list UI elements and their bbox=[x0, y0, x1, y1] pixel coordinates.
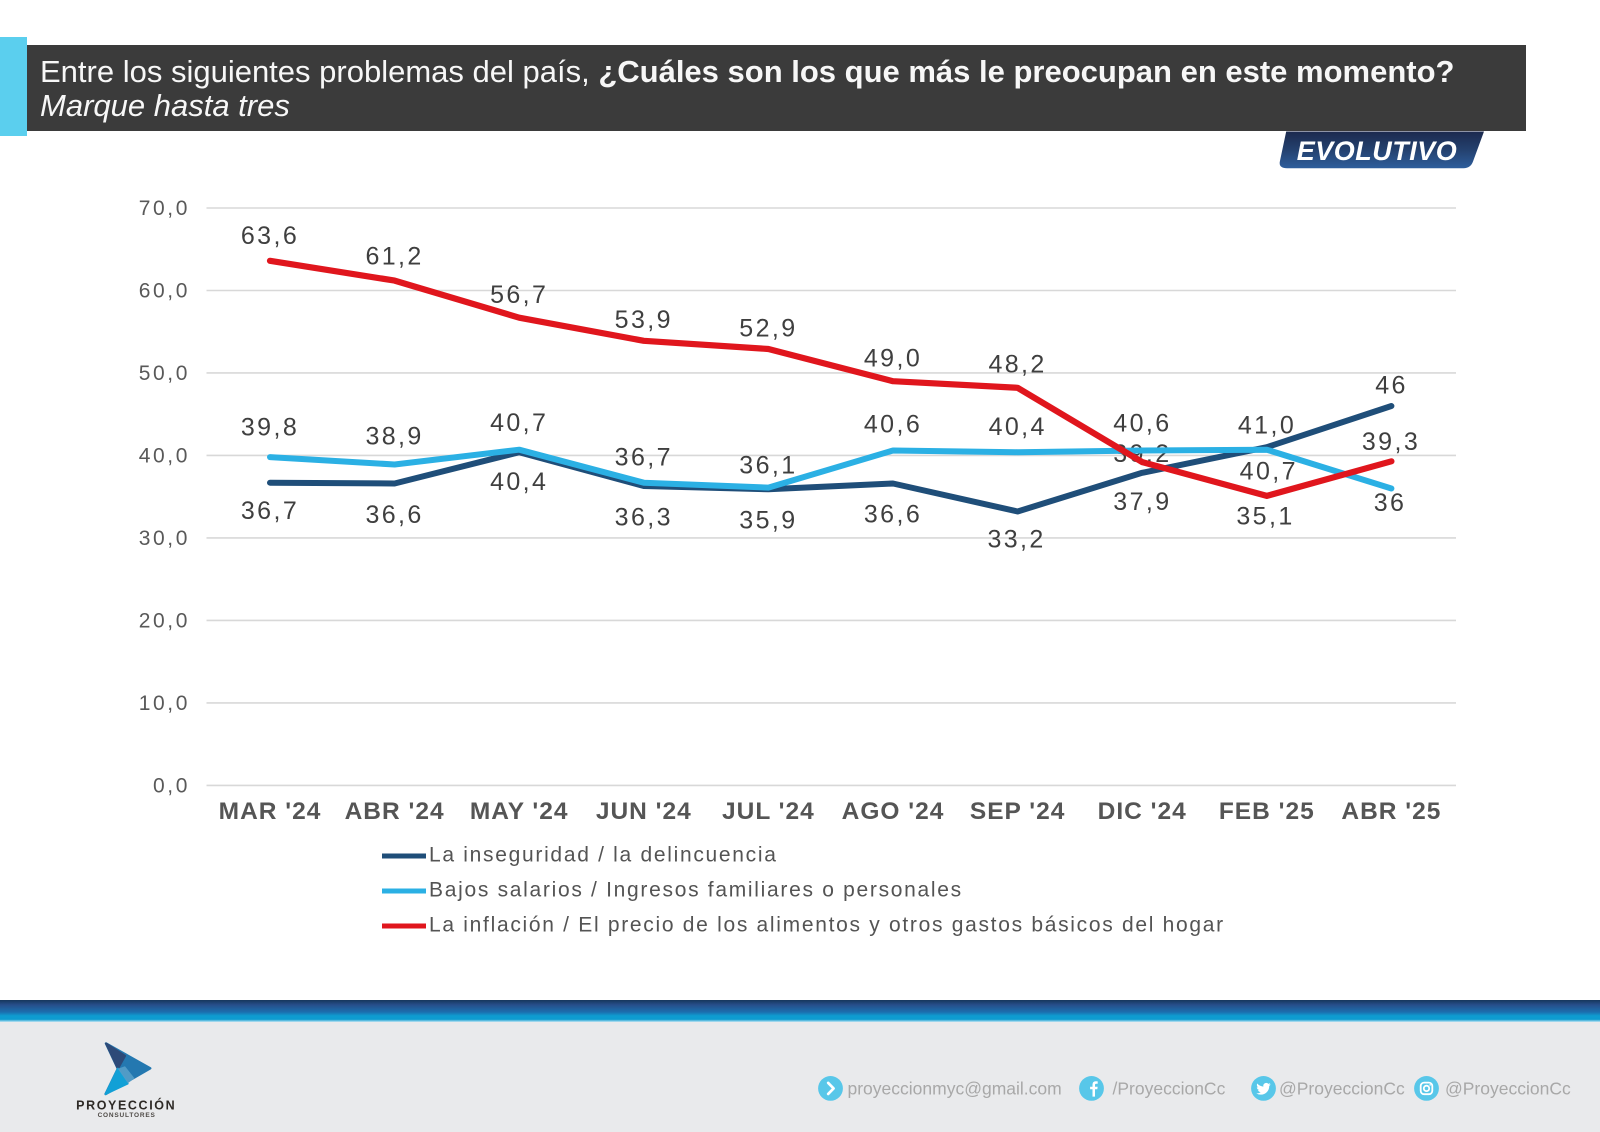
svg-text:48,2: 48,2 bbox=[988, 351, 1046, 379]
svg-text:0,0: 0,0 bbox=[153, 775, 190, 798]
svg-text:39,8: 39,8 bbox=[241, 414, 299, 442]
svg-text:40,4: 40,4 bbox=[490, 468, 548, 496]
svg-text:37,9: 37,9 bbox=[1113, 488, 1171, 516]
svg-text:SEP '24: SEP '24 bbox=[970, 798, 1065, 825]
svg-text:MAR '24: MAR '24 bbox=[219, 798, 322, 825]
svg-text:FEB '25: FEB '25 bbox=[1219, 798, 1315, 825]
svg-text:36,7: 36,7 bbox=[241, 497, 299, 525]
svg-text:63,6: 63,6 bbox=[241, 222, 299, 250]
svg-text:35,9: 35,9 bbox=[739, 507, 797, 535]
svg-text:36: 36 bbox=[1374, 489, 1407, 517]
svg-text:30,0: 30,0 bbox=[139, 527, 190, 550]
svg-text:MAY '24: MAY '24 bbox=[470, 798, 569, 825]
svg-text:36,1: 36,1 bbox=[739, 452, 797, 480]
svg-text:40,4: 40,4 bbox=[989, 413, 1047, 441]
svg-text:36,6: 36,6 bbox=[864, 501, 922, 529]
svg-text:60,0: 60,0 bbox=[139, 280, 190, 303]
svg-text:36,3: 36,3 bbox=[615, 504, 673, 532]
svg-text:AGO '24: AGO '24 bbox=[842, 798, 945, 825]
svg-text:40,7: 40,7 bbox=[490, 409, 548, 437]
svg-text:33,2: 33,2 bbox=[987, 526, 1045, 554]
svg-text:53,9: 53,9 bbox=[615, 306, 673, 334]
svg-text:40,6: 40,6 bbox=[1113, 410, 1171, 438]
svg-text:CONSULTORES: CONSULTORES bbox=[98, 1112, 156, 1119]
svg-text:proyeccionmyc@gmail.com: proyeccionmyc@gmail.com bbox=[848, 1078, 1062, 1098]
svg-text:50,0: 50,0 bbox=[139, 362, 190, 385]
svg-text:JUN '24: JUN '24 bbox=[596, 798, 692, 825]
svg-text:40,0: 40,0 bbox=[139, 445, 190, 468]
svg-text:JUL '24: JUL '24 bbox=[722, 798, 815, 825]
svg-text:ABR '24: ABR '24 bbox=[345, 798, 445, 825]
svg-text:46: 46 bbox=[1375, 372, 1408, 400]
svg-text:Bajos salarios / Ingresos fami: Bajos salarios / Ingresos familiares o p… bbox=[429, 879, 963, 902]
svg-text:10,0: 10,0 bbox=[139, 692, 190, 715]
svg-text:La inseguridad / la delincuenc: La inseguridad / la delincuencia bbox=[429, 844, 778, 867]
svg-text:49,0: 49,0 bbox=[864, 345, 922, 373]
svg-text:36,7: 36,7 bbox=[615, 444, 673, 472]
svg-text:PROYECCIÓN: PROYECCIÓN bbox=[76, 1097, 176, 1112]
svg-text:36,6: 36,6 bbox=[365, 501, 423, 529]
svg-text:DIC '24: DIC '24 bbox=[1098, 798, 1187, 825]
svg-text:70,0: 70,0 bbox=[139, 197, 190, 220]
svg-text:56,7: 56,7 bbox=[490, 281, 548, 309]
svg-text:ABR '25: ABR '25 bbox=[1341, 798, 1441, 825]
svg-text:35,1: 35,1 bbox=[1236, 502, 1294, 530]
svg-text:40,6: 40,6 bbox=[864, 411, 922, 439]
svg-text:39,3: 39,3 bbox=[1362, 428, 1420, 456]
svg-text:41,0: 41,0 bbox=[1238, 411, 1296, 439]
svg-text:@ProyeccionCc: @ProyeccionCc bbox=[1445, 1078, 1571, 1098]
svg-text:40,7: 40,7 bbox=[1240, 458, 1298, 486]
svg-text:20,0: 20,0 bbox=[139, 610, 190, 633]
svg-text:38,9: 38,9 bbox=[365, 422, 423, 450]
svg-text:52,9: 52,9 bbox=[739, 315, 797, 343]
svg-text:EVOLUTIVO: EVOLUTIVO bbox=[1297, 136, 1458, 166]
svg-text:La inflación / El precio de lo: La inflación / El precio de los alimento… bbox=[429, 914, 1225, 937]
svg-text:/ProyeccionCc: /ProyeccionCc bbox=[1113, 1078, 1226, 1098]
svg-text:61,2: 61,2 bbox=[365, 243, 423, 271]
svg-text:@ProyeccionCc: @ProyeccionCc bbox=[1279, 1078, 1405, 1098]
